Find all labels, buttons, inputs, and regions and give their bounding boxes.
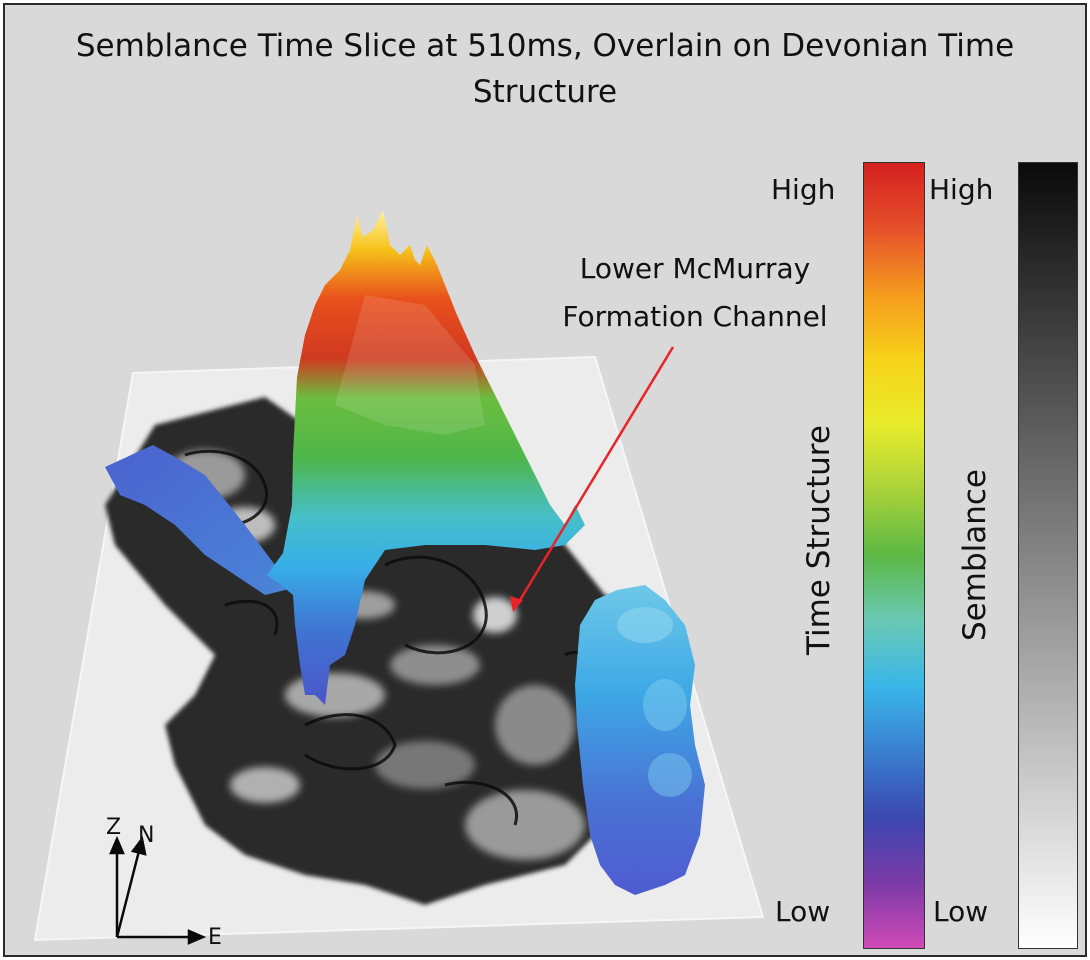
main-peak-surface <box>267 210 585 705</box>
time-structure-low-label: Low <box>775 895 831 928</box>
time-structure-high-label: High <box>771 173 836 206</box>
compass-e-label: E <box>208 925 222 950</box>
left-wing-surface <box>105 445 305 595</box>
channel-annotation-label: Lower McMurray Formation Channel <box>525 245 865 341</box>
semblance-colorbar <box>1018 162 1078 949</box>
time-structure-colorbar <box>863 162 925 949</box>
annotation-arrow <box>515 346 675 606</box>
annotation-line-2: Formation Channel <box>562 300 828 333</box>
time-structure-axis-label: Time Structure <box>801 425 837 655</box>
compass-z-label: Z <box>106 815 122 840</box>
semblance-high-label: High <box>929 173 994 206</box>
compass <box>109 835 207 945</box>
contour-lines <box>184 449 600 826</box>
right-ridge-surface <box>575 585 705 895</box>
semblance-low-label: Low <box>933 895 989 928</box>
compass-n-label: N <box>138 823 155 848</box>
semblance-axis-label: Semblance <box>957 469 993 641</box>
seismic-3d-view <box>33 210 765 945</box>
annotation-line-1: Lower McMurray <box>579 252 811 285</box>
figure-title: Semblance Time Slice at 510ms, Overlain … <box>75 28 1015 110</box>
annotation-arrowhead <box>510 596 523 612</box>
figure-frame: Semblance Time Slice at 510ms, Overlain … <box>3 3 1087 957</box>
